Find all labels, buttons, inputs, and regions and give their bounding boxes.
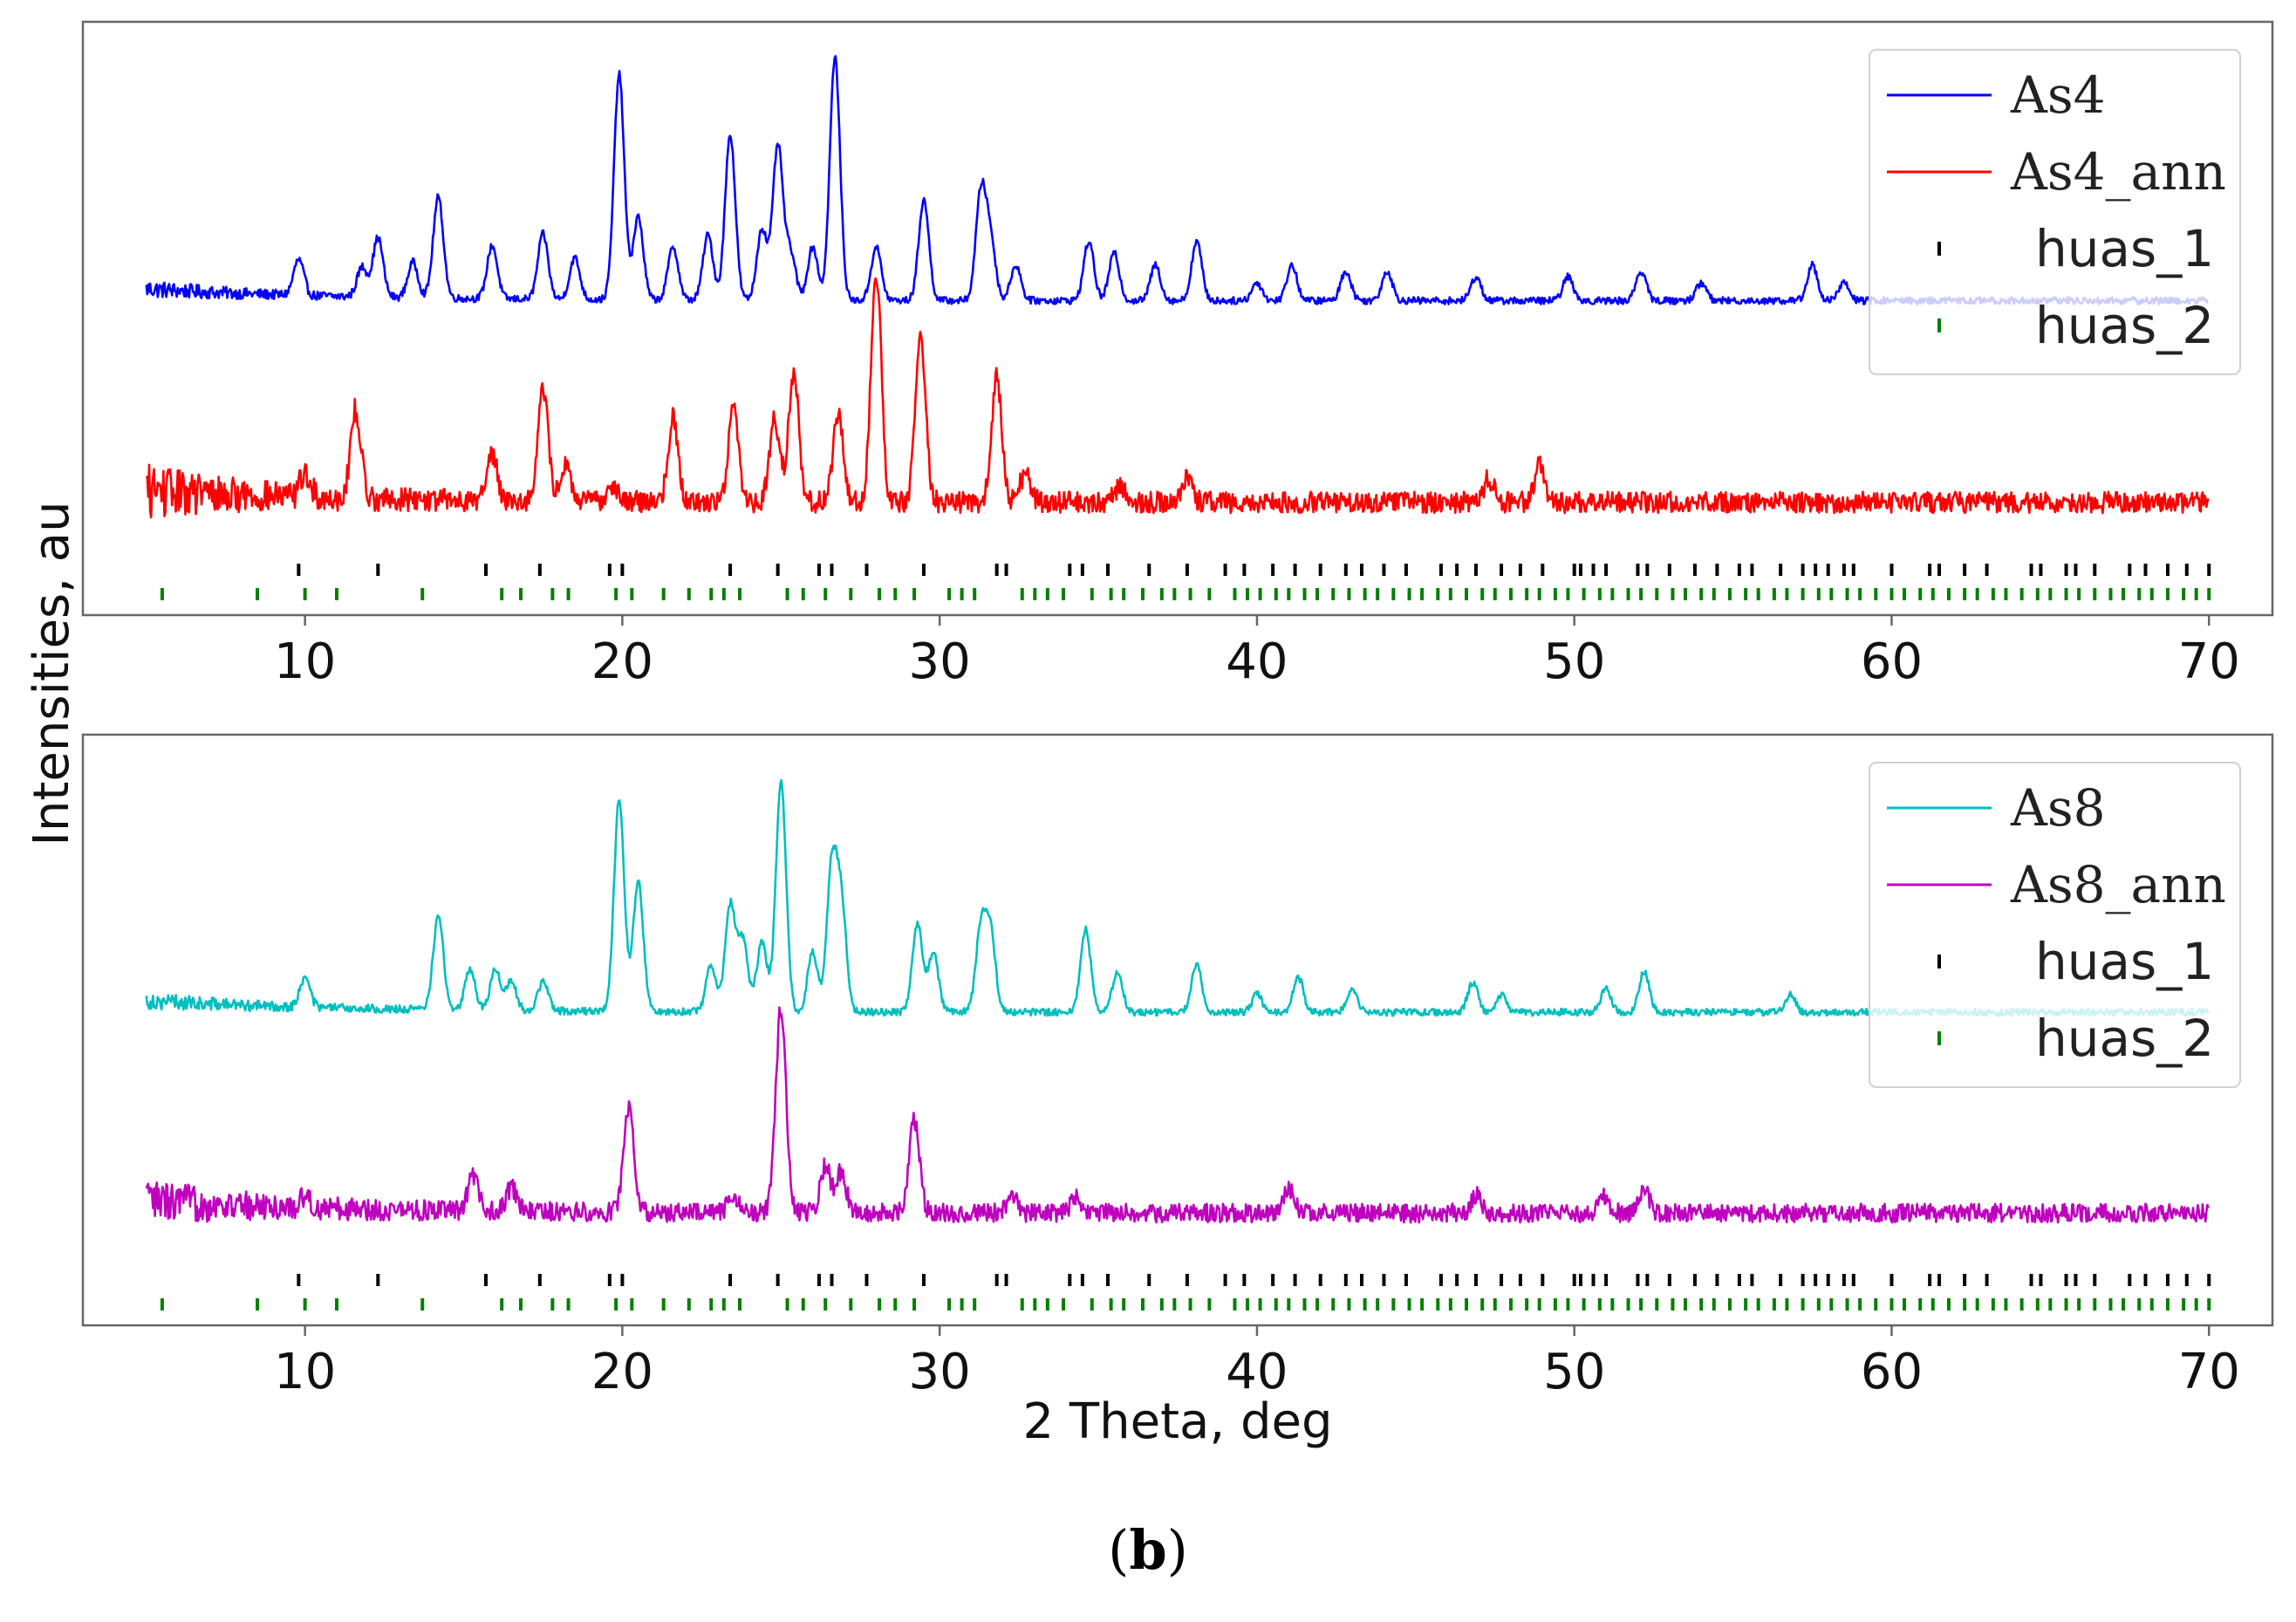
x-tick-label: 20: [591, 633, 653, 690]
axes-frame: [81, 733, 2274, 1327]
x-tick-label: 30: [909, 1344, 971, 1400]
legend-entry-as8-ann: As8_ann: [1887, 855, 2226, 914]
series-line-as8-ann: [145, 1006, 2210, 1224]
legend-label: As4_ann: [2010, 142, 2226, 202]
legend: As8 As8_ann huas_1 huas_2: [1869, 762, 2241, 1088]
legend-label: huas_2: [2035, 296, 2214, 355]
series-line-as4: [145, 55, 2209, 305]
axes-frame: [81, 20, 2274, 617]
reference-ticks-huas-2: [160, 1298, 2211, 1311]
legend-box: [1869, 762, 2241, 1088]
reference-ticks-huas-1: [297, 1274, 2211, 1286]
legend-label: As8: [2010, 778, 2106, 838]
x-axis-label: 2 Theta, deg: [1022, 1393, 1332, 1450]
x-axis: 10 20 30 40 50 60 70: [274, 1325, 2240, 1400]
series-line-as8: [145, 778, 2210, 1017]
caption-open: (: [1108, 1518, 1130, 1582]
x-tick-label: 10: [274, 633, 336, 690]
panel-bottom: As8 As8_ann huas_1 huas_2 10 20 30 40 50 60 70: [81, 733, 2274, 1400]
figure-caption: (b): [0, 1518, 2296, 1582]
y-axis-label: Intensities, au: [24, 501, 80, 845]
x-tick-label: 50: [1543, 1344, 1605, 1400]
legend-entry-huas-2: huas_2: [1937, 296, 2214, 355]
reference-ticks-huas-2: [160, 588, 2211, 600]
legend-label: huas_2: [2035, 1009, 2214, 1068]
x-axis: 10 20 30 40 50 60 70: [274, 615, 2240, 690]
legend: As4 As4_ann huas_1 huas_2: [1869, 49, 2241, 375]
x-tick-label: 50: [1543, 633, 1605, 690]
panel-top: As4 As4_ann huas_1 huas_2 10 20 30 40 50 60 70: [81, 20, 2274, 690]
x-tick-label: 30: [909, 633, 971, 690]
x-tick-label: 70: [2178, 1344, 2240, 1400]
x-tick-label: 10: [274, 1344, 336, 1400]
legend-label: huas_1: [2035, 932, 2214, 991]
series-line-as4-ann: [145, 277, 2210, 519]
legend-entry-huas-1: huas_1: [1937, 219, 2214, 278]
caption-letter: b: [1129, 1518, 1167, 1582]
legend-entry-huas-2: huas_2: [1937, 1009, 2214, 1068]
legend-entry-huas-1: huas_1: [1937, 932, 2214, 991]
legend-entry-as4: As4: [1887, 65, 2106, 125]
x-tick-label: 20: [591, 1344, 653, 1400]
legend-entry-as8: As8: [1887, 778, 2106, 838]
x-tick-label: 60: [1861, 1344, 1923, 1400]
reference-ticks-huas-1: [297, 564, 2211, 576]
x-tick-label: 60: [1861, 633, 1923, 690]
x-tick-label: 70: [2178, 633, 2240, 690]
legend-box: [1869, 49, 2241, 375]
x-tick-label: 40: [1226, 1344, 1288, 1400]
legend-label: As8_ann: [2010, 855, 2226, 914]
legend-label: huas_1: [2035, 219, 2214, 278]
caption-close: ): [1166, 1518, 1188, 1582]
x-tick-label: 40: [1226, 633, 1288, 690]
legend-label: As4: [2010, 65, 2106, 125]
legend-entry-as4-ann: As4_ann: [1887, 142, 2226, 202]
